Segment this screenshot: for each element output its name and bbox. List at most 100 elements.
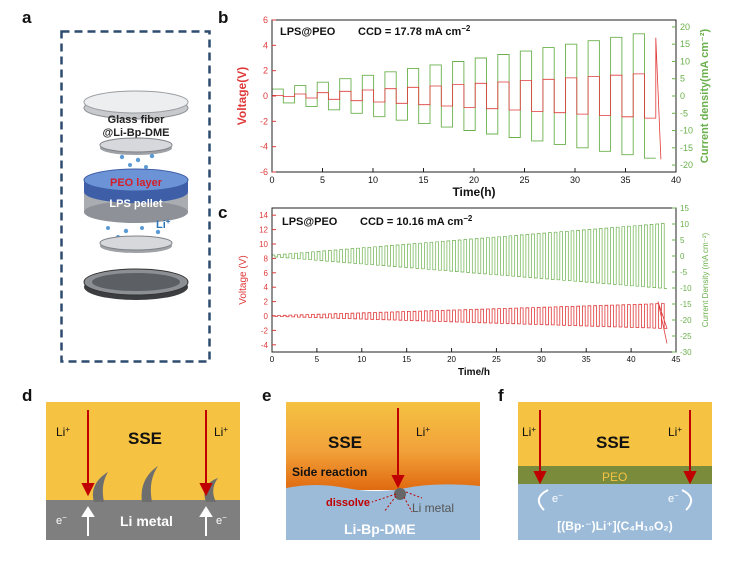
chart-c-ytick-label: 4 bbox=[264, 283, 269, 292]
d-electron-arrows bbox=[81, 506, 213, 536]
e-li-metal-label: Li metal bbox=[412, 501, 454, 515]
chart-c-xtick-label: 35 bbox=[582, 355, 591, 364]
chart-c-xtick-label: 20 bbox=[447, 355, 456, 364]
li-ion-dots-top bbox=[119, 153, 155, 169]
chart-b-voltage-series bbox=[272, 37, 662, 160]
d-electron-right: e− bbox=[216, 513, 227, 527]
chart-c-legend: LPS@PEO bbox=[282, 216, 338, 228]
e-electrolyte-layer bbox=[286, 484, 480, 540]
chart-c-y2tick-label: 10 bbox=[680, 220, 689, 229]
chart-b-xtick-label: 20 bbox=[469, 175, 479, 185]
chart-c-ytick-label: 12 bbox=[259, 226, 268, 235]
f-sse-label: SSE bbox=[596, 433, 630, 452]
chart-b-y2tick-label: 15 bbox=[680, 39, 690, 49]
chart-c-ytick-label: 2 bbox=[264, 298, 269, 307]
panel-a-letter: a bbox=[22, 8, 32, 27]
glass-fiber-label-1: Glass fiber bbox=[108, 114, 166, 126]
chart-b-xtick-label: 30 bbox=[570, 175, 580, 185]
chart-c-frame bbox=[271, 207, 677, 353]
chart-b-ytick-label: -6 bbox=[260, 167, 268, 177]
panel-f-schematic: Li+ Li+ SSE PEO e− e− [(Bp·⁻)Li⁺](C₄H₁₀O… bbox=[518, 402, 712, 540]
e-sse-layer bbox=[286, 402, 480, 490]
chart-b-ytick-label: 0 bbox=[263, 91, 268, 101]
f-peo-layer bbox=[518, 466, 712, 484]
chart-c-y2tick-label: -10 bbox=[680, 284, 692, 293]
chart-b-ytick-label: 2 bbox=[263, 66, 268, 76]
chart-b-ccd: CCD = 17.78 mA cm−2 bbox=[358, 24, 471, 38]
chart-c-y2tick-label: 15 bbox=[680, 204, 689, 213]
chart-c-ytick-label: 8 bbox=[264, 254, 269, 263]
peo-lps-stack bbox=[83, 168, 189, 223]
chart-c-y2tick-label: 0 bbox=[680, 252, 685, 261]
f-electron-left: e− bbox=[552, 491, 563, 505]
porous-disk-bottom bbox=[99, 235, 173, 253]
chart-c-xtick-label: 15 bbox=[402, 355, 411, 364]
chart-b-xtick-label: 35 bbox=[620, 175, 630, 185]
chart-c-xlabel: Time/h bbox=[458, 367, 490, 378]
panel-d-letter: d bbox=[22, 386, 33, 405]
chart-b-y2tick-label: -10 bbox=[680, 126, 693, 136]
e-li-ion-arrow bbox=[391, 408, 405, 489]
chart-c-y2tick-label: -15 bbox=[680, 300, 692, 309]
chart-b-ytick-label: -4 bbox=[260, 142, 268, 152]
panel-d-schematic: Li+ Li+ SSE e− e− Li metal bbox=[46, 402, 240, 540]
f-formula-label: [(Bp·⁻)Li⁺](C₄H₁₀O₂) bbox=[557, 519, 672, 533]
chart-c-xtick-label: 25 bbox=[492, 355, 501, 364]
f-electron-right: e− bbox=[668, 491, 679, 505]
chart-b-frame bbox=[271, 19, 677, 173]
chart-b-xlabel: Time(h) bbox=[452, 185, 495, 199]
e-dissolve-label: dissolve bbox=[326, 497, 370, 509]
e-li-particle bbox=[371, 488, 423, 513]
chart-b-xtick-label: 40 bbox=[671, 175, 681, 185]
li-ion-label: Li+ bbox=[156, 217, 171, 231]
glass-fiber-label-2: @Li-Bp-DME bbox=[103, 127, 170, 139]
chart-b-ytick-label: 4 bbox=[263, 40, 268, 50]
panel-a-dashed-border bbox=[60, 30, 211, 363]
d-sse-label: SSE bbox=[128, 429, 162, 448]
chart-b-xtick-label: 25 bbox=[519, 175, 529, 185]
chart-b-y2tick-label: -5 bbox=[680, 108, 688, 118]
d-li-ion-arrows bbox=[81, 410, 213, 497]
panel-e-letter: e bbox=[262, 386, 272, 405]
chart-c-y2tick-label: 5 bbox=[680, 236, 685, 245]
chart-c-xtick-label: 5 bbox=[315, 355, 320, 364]
panel-f-letter: f bbox=[498, 386, 504, 405]
chart-c-xtick-label: 40 bbox=[627, 355, 636, 364]
e-li-ion: Li+ bbox=[416, 425, 430, 439]
chart-b-y2tick-label: -20 bbox=[680, 160, 693, 170]
chart-b-ytick-label: -2 bbox=[260, 116, 268, 126]
chart-c-ytick-label: -4 bbox=[261, 341, 269, 350]
chart-b-ytick-label: 6 bbox=[263, 15, 268, 25]
chart-c-y2label: Current Density (mA cm⁻²) bbox=[701, 232, 710, 327]
f-peo-label: PEO bbox=[602, 470, 627, 484]
chart-b-y2tick-label: 5 bbox=[680, 74, 685, 84]
f-electrolyte-layer bbox=[518, 484, 712, 540]
chart-b-y2tick-label: 10 bbox=[680, 56, 690, 66]
chart-c-current-series bbox=[272, 223, 667, 289]
chart-b-legend: LPS@PEO bbox=[280, 26, 336, 38]
chart-b-y2label: Current density(mA cm⁻²) bbox=[699, 28, 711, 163]
chart-b-y2tick-label: -15 bbox=[680, 143, 693, 153]
panel-c-letter: c bbox=[218, 203, 228, 222]
cell-case bbox=[83, 268, 189, 300]
d-li-metal-layer bbox=[46, 500, 240, 540]
chart-b-y2tick-label: 20 bbox=[680, 22, 690, 32]
e-electrolyte-label: Li-Bp-DME bbox=[344, 521, 416, 537]
f-li-ion-arrows bbox=[533, 410, 697, 485]
chart-c-voltage-series bbox=[272, 301, 668, 344]
chart-b-xtick-label: 15 bbox=[418, 175, 428, 185]
chart-c-ytick-label: 10 bbox=[259, 240, 268, 249]
chart-c-ytick-label: 6 bbox=[264, 269, 269, 278]
d-li-ion-left: Li+ bbox=[56, 425, 70, 439]
chart-c-y2tick-label: -20 bbox=[680, 316, 692, 325]
f-electron-arrows bbox=[537, 489, 693, 511]
e-sse-label: SSE bbox=[328, 433, 362, 452]
chart-b-y2tick-label: 0 bbox=[680, 91, 685, 101]
glass-fiber-disk bbox=[83, 90, 189, 120]
f-li-ion-left: Li+ bbox=[522, 425, 536, 439]
chart-c-ytick-label: 14 bbox=[259, 211, 268, 220]
chart-b: 0 5 10 15 20 25 30 35 40-6-4-20246-20-15-10-5051… bbox=[235, 15, 711, 199]
panel-b-letter: b bbox=[218, 8, 229, 27]
chart-c-xtick-label: 0 bbox=[270, 355, 275, 364]
d-electron-left: e− bbox=[56, 513, 67, 527]
